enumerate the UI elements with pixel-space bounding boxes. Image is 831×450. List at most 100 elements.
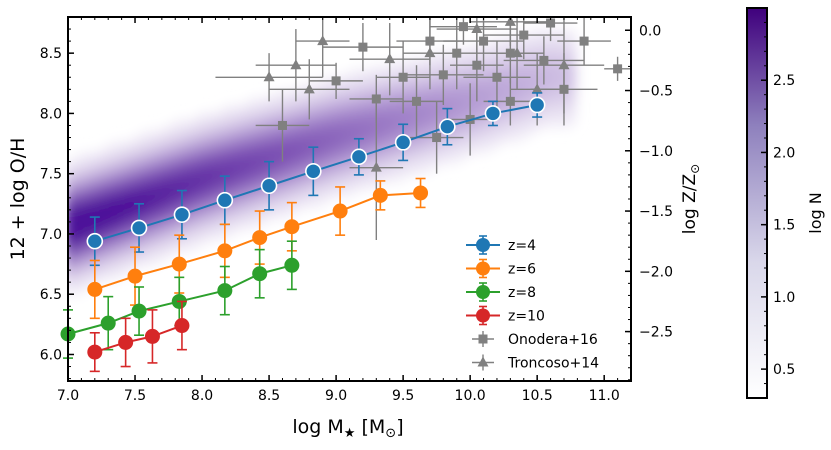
data-point bbox=[252, 266, 268, 282]
legend-entry: z=6 bbox=[466, 258, 536, 279]
y-tick-label: 6.5 bbox=[40, 287, 62, 303]
legend-marker bbox=[476, 238, 490, 252]
obs-point bbox=[531, 83, 543, 94]
legend: z=4 z=6 z=8 z=10 Onodera+16 Troncoso+14 bbox=[466, 235, 599, 372]
data-point bbox=[130, 219, 148, 237]
data-point bbox=[252, 230, 268, 246]
right-axis-label: log Z/Z⊙ bbox=[680, 164, 702, 234]
data-point bbox=[439, 118, 456, 135]
series-z=10 bbox=[87, 300, 190, 373]
obs-point bbox=[384, 53, 396, 64]
data-point bbox=[87, 281, 103, 297]
data-point bbox=[171, 256, 187, 272]
obs-point bbox=[432, 133, 442, 143]
data-point bbox=[484, 105, 502, 122]
obs-point bbox=[438, 70, 448, 80]
data-point bbox=[131, 303, 147, 319]
right-tick-label: −0.5 bbox=[639, 84, 673, 100]
data-point bbox=[305, 162, 322, 180]
data-point bbox=[173, 206, 191, 223]
x-tick-label: 10.0 bbox=[455, 388, 486, 404]
colorbar-label: log N bbox=[806, 192, 825, 233]
obs-point bbox=[303, 83, 315, 94]
legend-label: z=6 bbox=[508, 262, 536, 278]
obs-point bbox=[424, 47, 436, 58]
legend-label: z=4 bbox=[508, 238, 536, 254]
x-tick-label: 9.0 bbox=[325, 388, 347, 404]
x-tick-label: 7.5 bbox=[124, 388, 146, 404]
colorbar bbox=[746, 7, 768, 399]
y-tick-label: 7.5 bbox=[40, 167, 62, 183]
colorbar-tick-label: 2.0 bbox=[773, 145, 795, 161]
y-tick-label: 8.5 bbox=[40, 46, 62, 62]
legend-marker bbox=[477, 356, 489, 367]
legend-marker bbox=[476, 285, 490, 299]
legend-marker bbox=[476, 308, 490, 323]
data-point bbox=[217, 283, 233, 299]
obs-series-1 bbox=[215, 17, 605, 240]
legend-entry: z=10 bbox=[466, 305, 545, 326]
series-z=4 bbox=[86, 92, 546, 267]
right-tick-label: −2.5 bbox=[639, 325, 673, 341]
x-axis-ticks: 7.0 7.5 8.0 8.5 9.0 9.5 10.0 10.5 11.0 bbox=[57, 17, 632, 404]
legend-entry: z=4 bbox=[466, 235, 536, 255]
y-axis-ticks: 6.0 6.5 7.0 7.5 8.0 8.5 bbox=[40, 16, 74, 380]
density-hexbin bbox=[68, 26, 577, 298]
colorbar-tick-label: 0.5 bbox=[773, 362, 795, 378]
legend-label: z=8 bbox=[508, 285, 536, 301]
data-point bbox=[217, 243, 233, 259]
x-tick-label: 9.5 bbox=[392, 388, 414, 404]
obs-point bbox=[412, 96, 422, 106]
obs-point bbox=[358, 42, 368, 52]
right-tick-label: −1.0 bbox=[639, 144, 673, 160]
right-tick-label: −2.0 bbox=[639, 264, 673, 280]
data-point bbox=[372, 187, 388, 203]
legend-label: Troncoso+14 bbox=[507, 356, 599, 372]
data-point bbox=[100, 315, 116, 331]
colorbar-tick-label: 2.5 bbox=[773, 73, 795, 89]
data-point bbox=[127, 268, 143, 284]
obs-point bbox=[398, 72, 408, 82]
data-point bbox=[216, 191, 234, 209]
legend-entry: Onodera+16 bbox=[472, 331, 598, 348]
x-axis-label: log M★ [M⊙] bbox=[292, 416, 403, 441]
x-tick-label: 10.5 bbox=[522, 388, 553, 404]
observational-data bbox=[215, 17, 631, 240]
data-point bbox=[394, 134, 412, 151]
x-tick-label: 11.0 bbox=[589, 388, 620, 404]
obs-point bbox=[546, 18, 556, 28]
y-axis-label: 12 + log O/H bbox=[7, 138, 29, 261]
obs-point bbox=[290, 59, 302, 70]
data-point bbox=[144, 328, 160, 344]
data-point bbox=[118, 334, 134, 350]
data-point bbox=[86, 232, 104, 250]
obs-point bbox=[458, 22, 468, 32]
obs-point bbox=[317, 35, 329, 46]
obs-point bbox=[370, 161, 382, 172]
obs-point bbox=[558, 59, 570, 70]
x-tick-label: 8.5 bbox=[258, 388, 280, 404]
right-tick-label: −1.5 bbox=[639, 204, 673, 220]
x-tick-label: 7.0 bbox=[57, 388, 79, 404]
obs-point bbox=[519, 30, 529, 40]
density-cells bbox=[68, 26, 577, 298]
data-point bbox=[284, 257, 300, 273]
legend-label: Onodera+16 bbox=[508, 332, 598, 348]
series-z=6 bbox=[87, 177, 429, 320]
legend-entry: Troncoso+14 bbox=[472, 354, 599, 372]
right-axis-ticks: 0.0 −0.5 −1.0 −1.5 −2.0 −2.5 bbox=[625, 23, 673, 381]
obs-point bbox=[263, 71, 275, 82]
colorbar-tick-label: 1.5 bbox=[773, 218, 795, 234]
data-point bbox=[284, 219, 300, 235]
obs-point bbox=[471, 23, 483, 34]
data-point bbox=[413, 185, 429, 201]
legend-marker bbox=[478, 334, 488, 344]
data-point bbox=[528, 96, 546, 114]
data-point bbox=[260, 177, 278, 195]
y-tick-label: 6.0 bbox=[40, 347, 62, 363]
y-tick-label: 7.0 bbox=[40, 227, 62, 243]
obs-point bbox=[492, 72, 502, 82]
colorbar-tick-label: 1.0 bbox=[773, 290, 795, 306]
legend-marker bbox=[476, 261, 490, 276]
